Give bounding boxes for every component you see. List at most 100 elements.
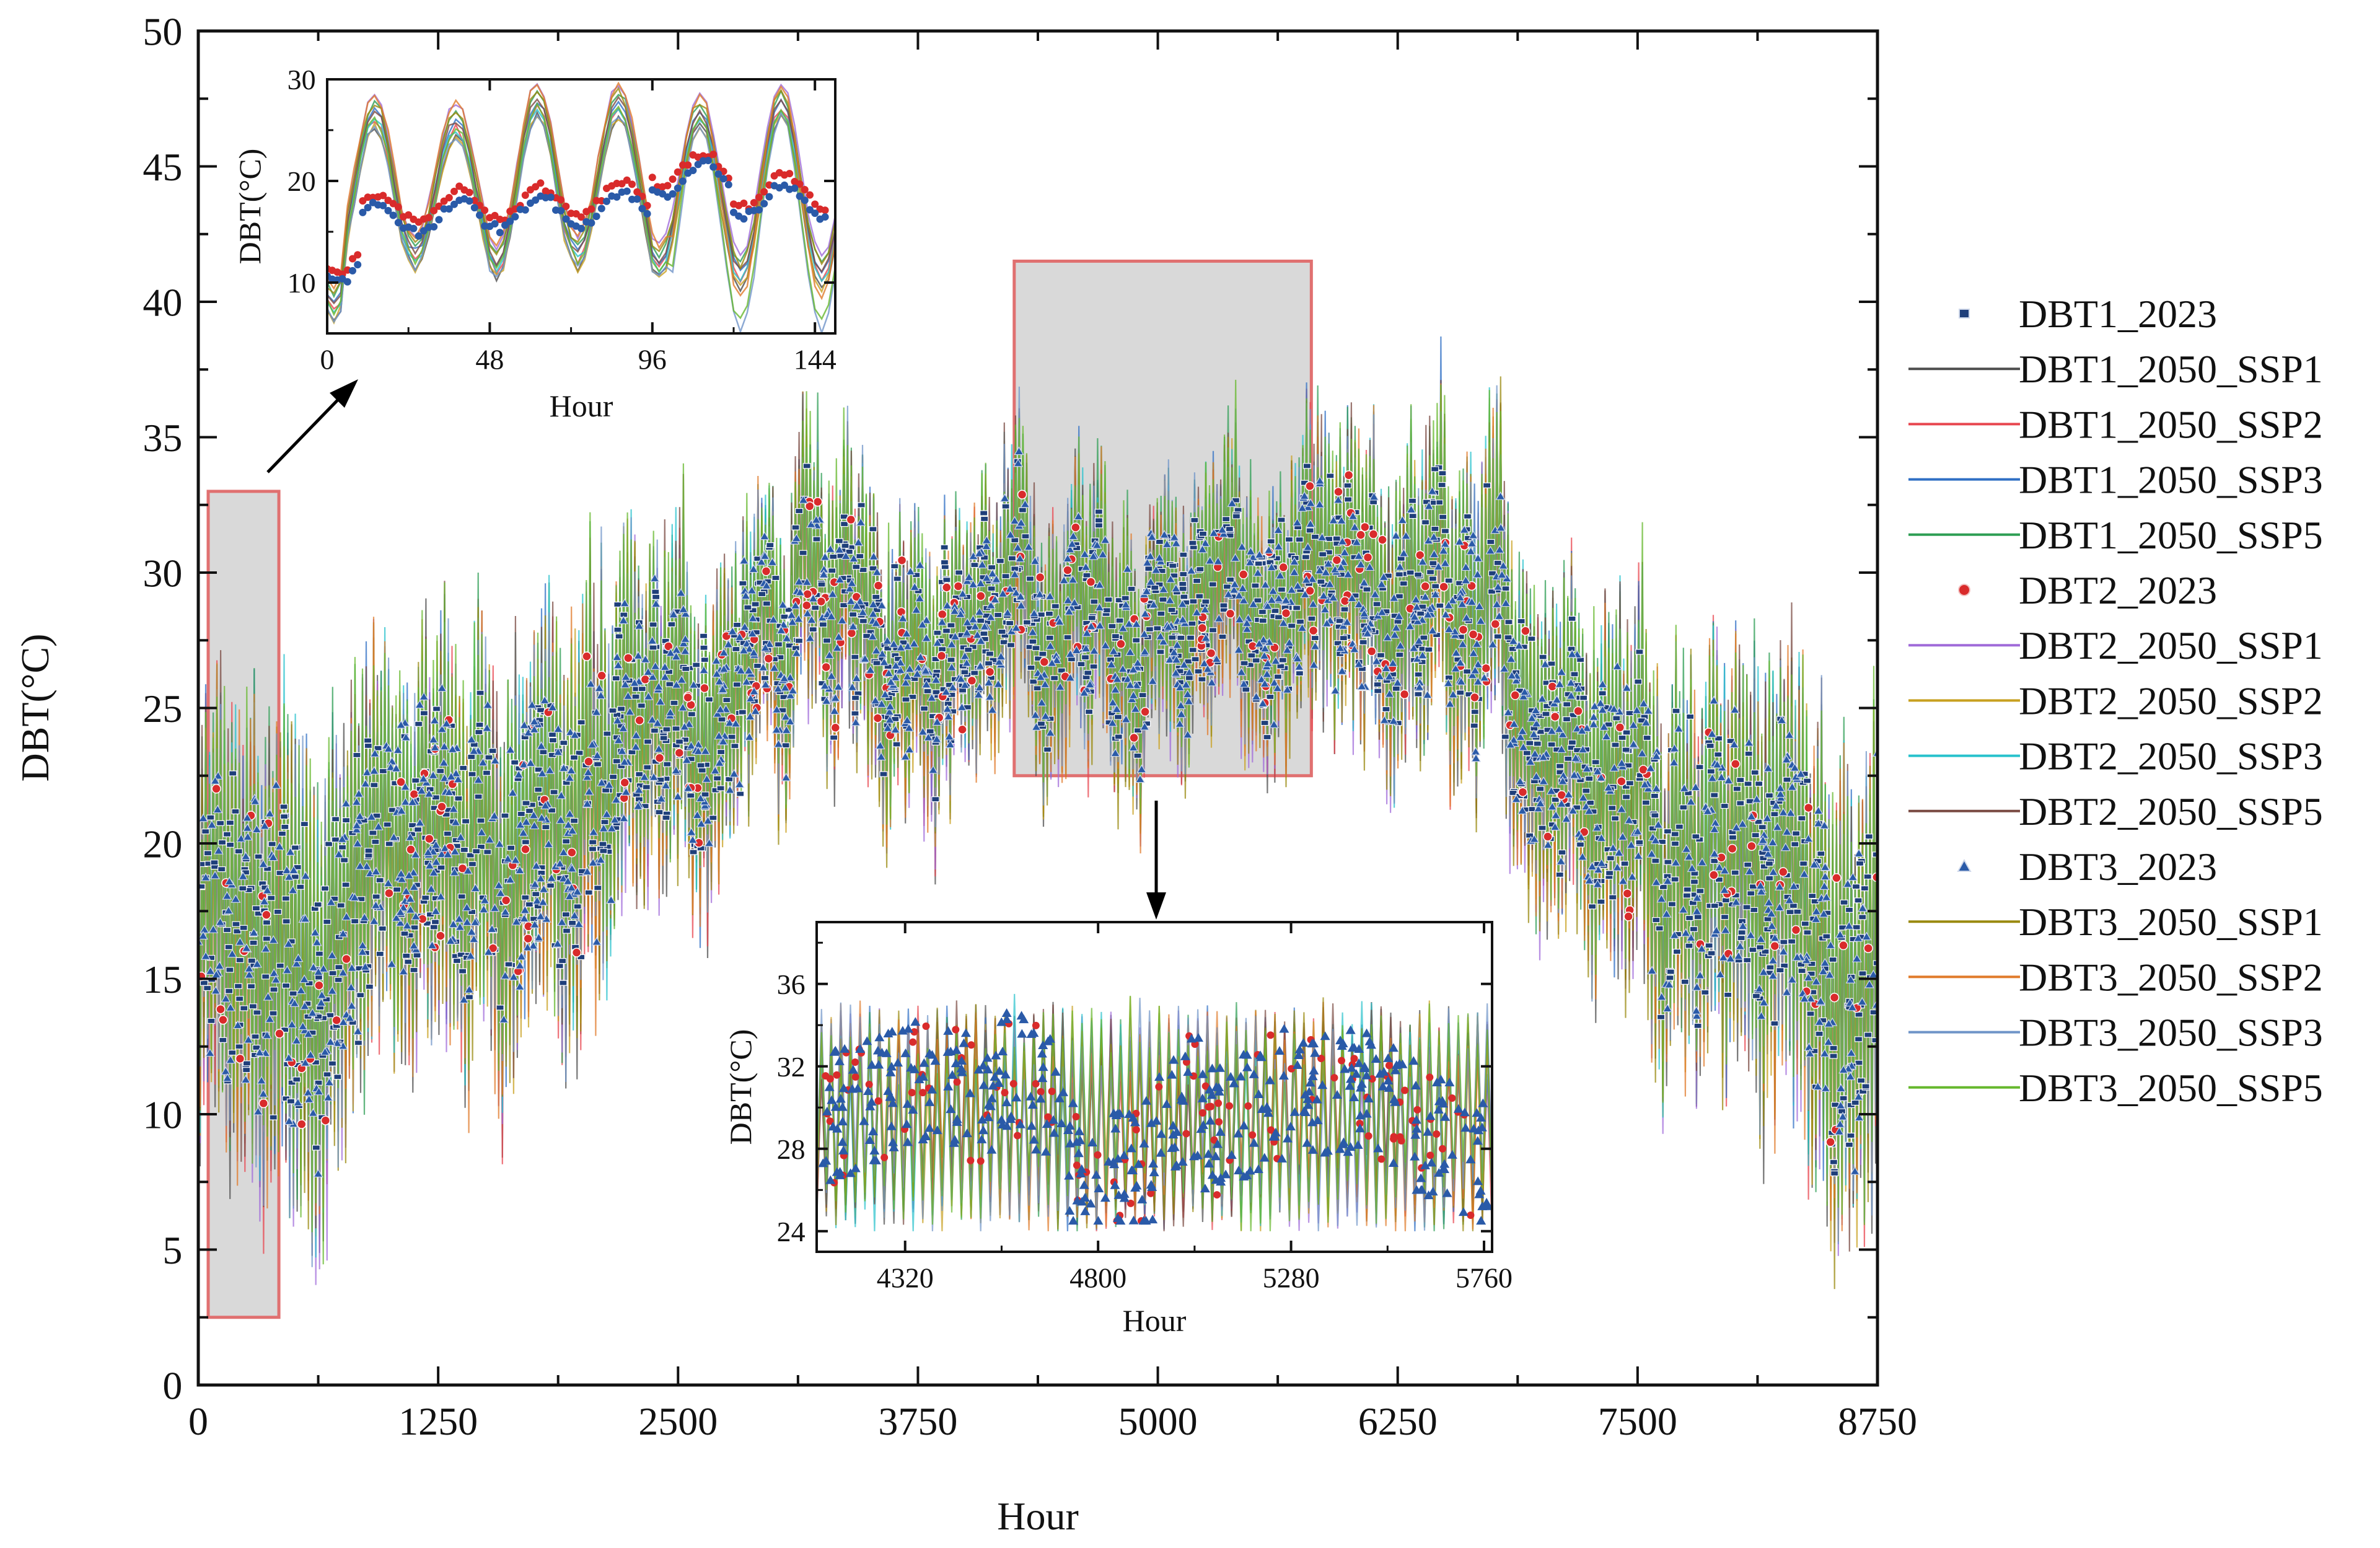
point-DBT3_2023 [1784, 730, 1794, 739]
point-DBT3_2023 [794, 576, 804, 586]
inset2-point [994, 1066, 1004, 1075]
point-DBT3_2023 [848, 621, 858, 630]
point-DBT3_2023 [1601, 731, 1612, 741]
point-DBT3_2023 [439, 757, 449, 767]
point-DBT3_2023 [1473, 553, 1483, 562]
point-DBT1_2023 [374, 745, 382, 751]
inset2-point [1035, 1094, 1046, 1103]
point-DBT3_2023 [366, 812, 377, 821]
point-DBT3_2023 [640, 654, 651, 663]
inset2-point [1071, 1137, 1082, 1146]
point-DBT1_2023 [1198, 530, 1208, 537]
inset2-point [1275, 1045, 1285, 1055]
point-DBT3_2023 [1177, 599, 1188, 608]
inset1-point [364, 203, 372, 211]
point-DBT1_2023 [1006, 642, 1016, 648]
point-DBT3_2023 [739, 645, 749, 654]
point-DBT1_2023 [1043, 746, 1052, 753]
point-DBT3_2023 [687, 835, 698, 844]
inset2-point [1366, 1040, 1377, 1049]
point-DBT3_2023 [256, 1075, 267, 1084]
point-DBT2_2023 [1731, 759, 1741, 769]
point-DBT1_2023 [521, 894, 530, 900]
point-DBT3_2023 [748, 564, 759, 573]
point-DBT3_2023 [555, 858, 565, 868]
point-DBT3_2023 [300, 913, 310, 923]
point-DBT3_2023 [436, 891, 446, 900]
point-DBT3_2023 [232, 1020, 243, 1029]
point-DBT3_2023 [680, 634, 691, 643]
inset2-point [902, 1119, 912, 1128]
inset2-point [1294, 1044, 1305, 1053]
inset1-point [669, 175, 677, 183]
point-DBT3_2023 [1356, 559, 1366, 568]
point-DBT3_2023 [396, 869, 406, 877]
point-DBT3_2023 [649, 772, 659, 781]
point-DBT1_2023 [458, 968, 467, 974]
inset2-markers-DBT2_2023 [822, 1019, 1475, 1225]
legend-item-DBT3_2050_SSP3: DBT3_2050_SSP3 [1908, 1011, 2323, 1055]
point-DBT3_2023 [1176, 709, 1187, 718]
point-DBT3_2023 [1335, 643, 1346, 652]
point-DBT1_2023 [1084, 708, 1094, 715]
point-DBT1_2023 [1706, 742, 1715, 749]
point-DBT3_2023 [1097, 549, 1108, 558]
point-DBT1_2023 [1706, 768, 1716, 775]
point-DBT3_2023 [1725, 953, 1736, 962]
inset2-point [1385, 1062, 1393, 1070]
point-DBT3_2023 [227, 949, 237, 958]
inset2-point [887, 1098, 898, 1107]
point-DBT1_2023 [1111, 633, 1120, 640]
point-DBT2_2023 [700, 683, 709, 693]
point-DBT3_2023 [385, 762, 396, 771]
point-DBT3_2023 [1379, 715, 1390, 724]
inset2-point [900, 1048, 911, 1057]
inset2-point [909, 1038, 917, 1046]
point-DBT1_2023 [281, 824, 289, 830]
point-DBT1_2023 [1151, 584, 1159, 591]
inset1-point [628, 180, 636, 188]
point-DBT1_2023 [375, 951, 384, 957]
inset2-frame [815, 921, 1493, 1253]
point-DBT3_2023 [1387, 658, 1399, 667]
point-DBT1_2023 [525, 901, 534, 908]
inset2-point [952, 1117, 962, 1126]
point-DBT3_2023 [610, 814, 620, 824]
point-DBT1_2023 [984, 660, 993, 667]
point-DBT3_2023 [478, 904, 489, 913]
point-DBT1_2023 [696, 762, 705, 768]
point-DBT3_2023 [633, 801, 643, 810]
point-DBT3_2023 [1004, 584, 1016, 593]
point-DBT1_2023 [615, 633, 623, 640]
point-DBT1_2023 [443, 830, 452, 837]
point-DBT1_2023 [400, 930, 409, 937]
point-DBT3_2023 [410, 850, 421, 858]
inset2-point [1110, 1124, 1121, 1133]
point-DBT3_2023 [1537, 693, 1547, 703]
point-DBT3_2023 [713, 708, 723, 718]
inset2-point [1054, 1093, 1065, 1102]
point-DBT3_2023 [1055, 682, 1066, 691]
inset2-point [1478, 1098, 1488, 1107]
point-DBT1_2023 [1651, 812, 1659, 819]
point-DBT3_2023 [1554, 724, 1565, 733]
point-DBT1_2023 [665, 681, 674, 687]
point-DBT3_2023 [949, 606, 960, 615]
inset2-point [1410, 1151, 1420, 1161]
legend-label: DBT3_2050_SSP2 [2019, 955, 2323, 999]
point-DBT3_2023 [455, 832, 466, 841]
inset2-point [1038, 1062, 1048, 1071]
point-DBT3_2023 [1011, 623, 1021, 632]
point-DBT3_2023 [465, 951, 476, 960]
point-DBT3_2023 [1679, 783, 1690, 792]
point-DBT1_2023 [1622, 747, 1630, 753]
point-DBT3_2023 [1759, 997, 1769, 1006]
point-DBT1_2023 [1664, 859, 1672, 865]
point-DBT3_2023 [1592, 822, 1602, 832]
point-DBT3_2023 [1495, 491, 1506, 500]
point-DBT3_2023 [996, 651, 1006, 661]
point-DBT1_2023 [1690, 879, 1699, 885]
point-DBT3_2023 [1217, 525, 1227, 534]
point-DBT3_2023 [449, 804, 459, 813]
point-DBT1_2023 [1542, 711, 1550, 717]
